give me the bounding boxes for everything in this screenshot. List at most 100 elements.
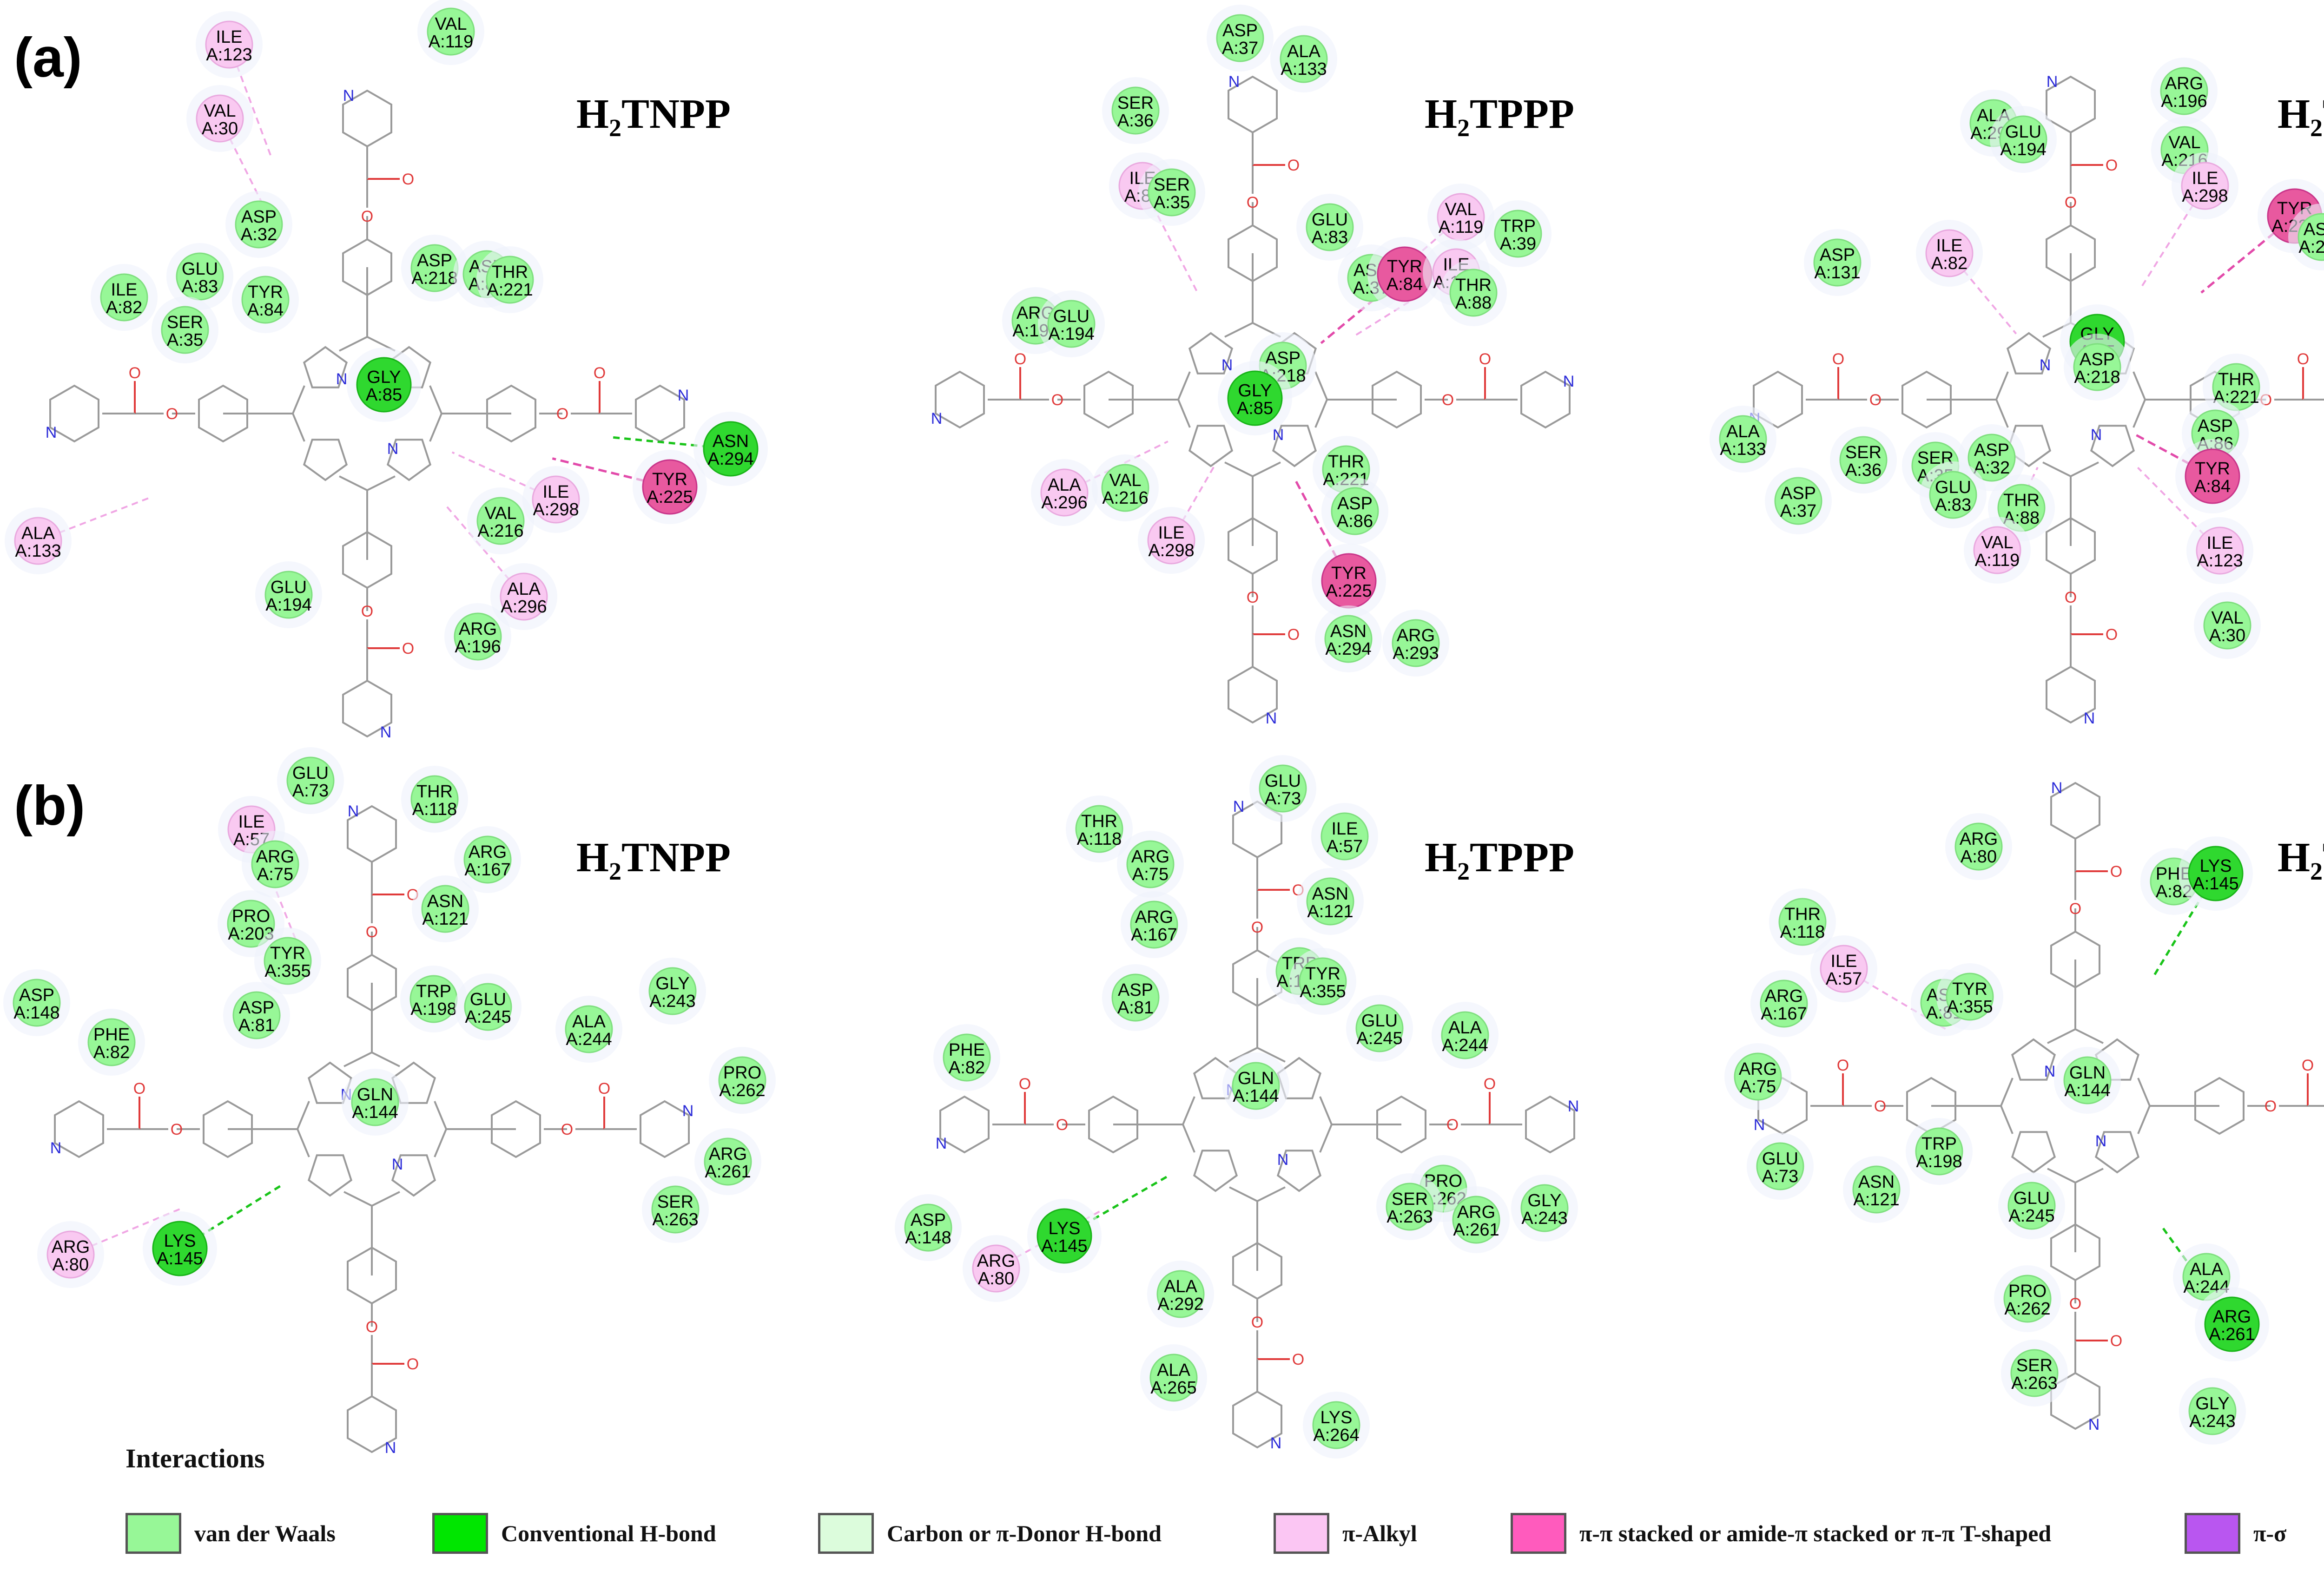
residue-number: A:262 — [2004, 1299, 2050, 1319]
residue-number: A:263 — [652, 1210, 698, 1229]
ligand-0-0: N N O O N O O N O O N O O N — [46, 87, 689, 741]
oxygen-atom: O — [2110, 1332, 2122, 1350]
residue-name: GLU — [1361, 1011, 1398, 1031]
residue-number: A:245 — [1356, 1029, 1402, 1048]
residue-number: A:225 — [647, 487, 693, 507]
residue-number: A:83 — [182, 277, 218, 296]
nitrogen-atom: N — [1277, 1151, 1289, 1169]
oxygen-atom: O — [402, 640, 414, 657]
nitrogen-atom: N — [385, 1439, 396, 1457]
residue-number: A:245 — [2008, 1206, 2054, 1226]
residue-circle — [2160, 67, 2208, 115]
residue-name: ASN — [1858, 1172, 1895, 1192]
residue-circle — [1925, 229, 1974, 277]
residue-circle — [1760, 979, 1808, 1028]
residue-name: ARG — [2213, 1307, 2251, 1327]
residue-name: ILE — [111, 280, 137, 300]
residue-number: A:82 — [949, 1058, 985, 1078]
pyridine-ring — [2046, 75, 2096, 134]
residue-name: ILE — [2192, 169, 2218, 188]
oxygen-atom: O — [2069, 1295, 2081, 1313]
phenyl-ring — [342, 238, 392, 296]
residue-circle — [2010, 1349, 2059, 1397]
residue-name: GLU — [1935, 478, 1971, 497]
legend-swatch-van-der-waals — [125, 1513, 181, 1554]
pyridine-ring — [2046, 665, 2096, 724]
legend-swatch-pi-sigma — [2185, 1513, 2240, 1554]
residue-number: A:85 — [1237, 399, 1273, 418]
residue-name: GLU — [1312, 210, 1348, 230]
phenyl-ring — [1083, 370, 1134, 429]
residue-circle — [13, 979, 61, 1027]
pyrrole-ring — [391, 1154, 436, 1197]
residue-name: GLU — [2005, 122, 2041, 142]
residue-number: A:261 — [2209, 1325, 2255, 1344]
residue-number: A:198 — [1916, 1152, 1962, 1171]
residue-number: A:225 — [1326, 581, 1372, 601]
residue-circle — [1040, 468, 1089, 517]
residue-number: A:82 — [106, 298, 142, 317]
oxygen-atom: O — [361, 208, 373, 225]
residue-circle — [1111, 86, 1160, 135]
pyridine-ring — [1753, 370, 1803, 429]
residue-name: SER — [2016, 1356, 2053, 1375]
residue-name: ASP — [1974, 440, 2009, 460]
residue-number: A:36 — [1845, 460, 1882, 480]
residue-circle — [642, 459, 698, 515]
residue-circle — [464, 983, 512, 1031]
oxygen-atom: O — [1019, 1075, 1031, 1093]
residue-name: ARG — [977, 1251, 1015, 1271]
residue-number: A:119 — [1975, 551, 2020, 570]
residue-circle — [241, 276, 290, 324]
oxygen-atom: O — [133, 1080, 145, 1098]
residue-number: A:39 — [1500, 234, 1536, 254]
pyrrole-ring — [1272, 425, 1317, 467]
residue-circle — [196, 94, 244, 143]
oxygen-atom: O — [2110, 863, 2122, 881]
residue-name: ALA — [507, 579, 541, 599]
residue-circle — [2185, 448, 2240, 504]
residue-circle — [2188, 1387, 2237, 1435]
residue-number: A:123 — [2197, 551, 2243, 571]
residue-name: VAL — [484, 504, 516, 523]
residue-circle — [87, 1018, 136, 1066]
phenyl-ring — [2046, 224, 2096, 283]
residue-circle — [286, 756, 335, 805]
residue-number: A:82 — [93, 1043, 130, 1062]
residue-name: LYS — [1320, 1408, 1352, 1427]
residue-name: GLU — [1762, 1149, 1798, 1169]
oxygen-atom: O — [1446, 1116, 1459, 1134]
residue-circle — [2203, 601, 2251, 650]
pyridine-ring — [935, 370, 985, 429]
residue-circle — [704, 1137, 752, 1186]
residue-circle — [1520, 1184, 1569, 1232]
residue-name: ILE — [2206, 533, 2233, 553]
residue-number: A:355 — [264, 961, 310, 981]
residue-circle — [1452, 1196, 1500, 1244]
residue-circle — [532, 475, 580, 524]
residue-name: ARG — [1765, 986, 1803, 1006]
residue-circle — [1839, 436, 1888, 484]
residue-name: THR — [416, 782, 453, 802]
residue-circle — [1147, 516, 1195, 565]
residue-name: ASP — [19, 986, 54, 1005]
residue-number: A:216 — [477, 521, 523, 541]
phenyl-ring — [347, 953, 397, 1012]
residue-name: TRP — [416, 982, 451, 1001]
pyridine-ring — [347, 805, 397, 863]
residue-circle — [2204, 1296, 2260, 1352]
residue-number: A:118 — [412, 800, 457, 819]
residue-circle — [1306, 203, 1354, 251]
